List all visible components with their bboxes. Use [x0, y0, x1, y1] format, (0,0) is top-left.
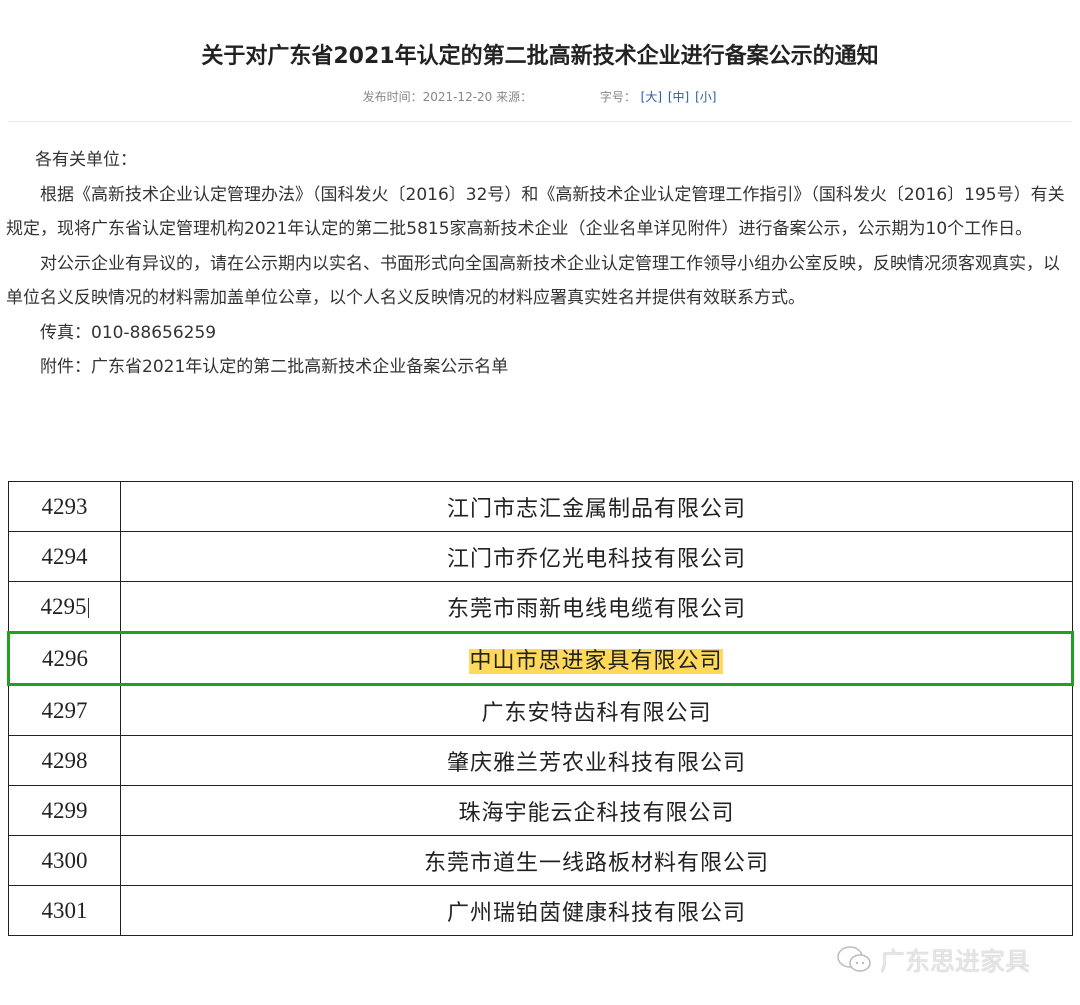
table-row: 4299 珠海宇能云企科技有限公司 [8, 785, 1073, 836]
article-body: 各有关单位： 根据《高新技术企业认定管理办法》（国科发火〔2016〕32号）和《… [6, 143, 1072, 385]
font-large-link[interactable]: [大] [640, 90, 663, 104]
company-name: 肇庆雅兰芳农业科技有限公司 [446, 750, 746, 776]
company-name: 江门市乔亿光电科技有限公司 [446, 546, 746, 572]
company-name-cell: 珠海宇能云企科技有限公司 [120, 785, 1073, 836]
fax: 传真：010-88656259 [40, 322, 217, 343]
salutation: 各有关单位： [35, 150, 137, 170]
row-number: 4301 [8, 885, 121, 936]
row-number-text: 4298 [41, 747, 88, 773]
company-name: 东莞市道生一线路板材料有限公司 [423, 850, 769, 876]
row-number-text: 4295 [40, 593, 87, 619]
row-number-text: 4294 [41, 543, 88, 569]
company-name-cell: 广州瑞铂茵健康科技有限公司 [120, 885, 1073, 936]
table-row: 4296 中山市思进家具有限公司 [7, 631, 1074, 686]
company-name: 江门市志汇金属制品有限公司 [446, 496, 746, 522]
company-name-cell: 中山市思进家具有限公司 [120, 631, 1074, 686]
row-number-text: 4301 [41, 897, 88, 923]
row-number: 4297 [8, 684, 121, 736]
row-number: 4300 [8, 835, 121, 886]
company-name: 广州瑞铂茵健康科技有限公司 [446, 900, 746, 926]
row-number-text: 4297 [41, 697, 88, 723]
row-number-text: 4293 [41, 493, 88, 519]
table-row: 4298 肇庆雅兰芳农业科技有限公司 [8, 735, 1073, 786]
paragraph: 对公示企业有异议的，请在公示期内以实名、书面形式向全国高新技术企业认定管理工作领… [6, 253, 1060, 309]
company-name-cell: 东莞市道生一线路板材料有限公司 [120, 835, 1073, 886]
row-number-text: 4300 [41, 847, 88, 873]
attachment: 附件：广东省2021年认定的第二批高新技术企业备案公示名单 [40, 357, 509, 377]
row-number: 4294 [8, 531, 121, 582]
table-row: 4297 广东安特齿科有限公司 [8, 684, 1073, 736]
wechat-icon [837, 946, 871, 972]
company-name: 中山市思进家具有限公司 [469, 648, 723, 674]
company-name-cell: 江门市乔亿光电科技有限公司 [120, 531, 1073, 582]
company-name-cell: 东莞市雨新电线电缆有限公司 [120, 581, 1073, 633]
table-row: 4295 东莞市雨新电线电缆有限公司 [8, 581, 1073, 633]
table-row: 4300 东莞市道生一线路板材料有限公司 [8, 835, 1073, 886]
row-number-text: 4299 [41, 797, 88, 823]
page-title: 关于对广东省2021年认定的第二批高新技术企业进行备案公示的通知 [201, 44, 879, 69]
watermark: 广东思进家具 [836, 942, 1030, 978]
watermark-text: 广东思进家具 [880, 947, 1031, 976]
divider [8, 121, 1072, 122]
table-row: 4294 江门市乔亿光电科技有限公司 [8, 531, 1073, 582]
company-name-cell: 广东安特齿科有限公司 [120, 684, 1073, 736]
company-name-cell: 肇庆雅兰芳农业科技有限公司 [120, 735, 1073, 786]
text-cursor [87, 598, 89, 619]
font-size-label: 字号： [599, 90, 636, 104]
paragraph: 根据《高新技术企业认定管理办法》（国科发火〔2016〕32号）和《高新技术企业认… [6, 184, 1065, 240]
source: 来源： [496, 90, 533, 104]
row-number: 4293 [8, 481, 121, 532]
company-table: 4293 江门市志汇金属制品有限公司 4294 江门市乔亿光电科技有限公司 4295 东莞… [7, 481, 1074, 936]
table-row: 4293 江门市志汇金属制品有限公司 [8, 481, 1073, 532]
publish-date: 发布时间：2021-12-20 [362, 90, 493, 104]
company-name: 东莞市雨新电线电缆有限公司 [446, 596, 746, 622]
article-meta: 发布时间：2021-12-20 来源： 字号： [大] [中] [小] [0, 88, 1080, 105]
row-number: 4295 [8, 581, 121, 633]
row-number-text: 4296 [42, 645, 88, 671]
table-row: 4301 广州瑞铂茵健康科技有限公司 [8, 885, 1073, 936]
row-number: 4296 [7, 631, 121, 686]
company-name: 珠海宇能云企科技有限公司 [458, 800, 735, 826]
row-number: 4298 [8, 735, 121, 786]
row-number: 4299 [8, 785, 121, 836]
company-name-cell: 江门市志汇金属制品有限公司 [120, 481, 1073, 532]
company-name: 广东安特齿科有限公司 [481, 700, 712, 726]
font-small-link[interactable]: [小] [695, 90, 717, 104]
font-medium-link[interactable]: [中] [667, 90, 690, 104]
